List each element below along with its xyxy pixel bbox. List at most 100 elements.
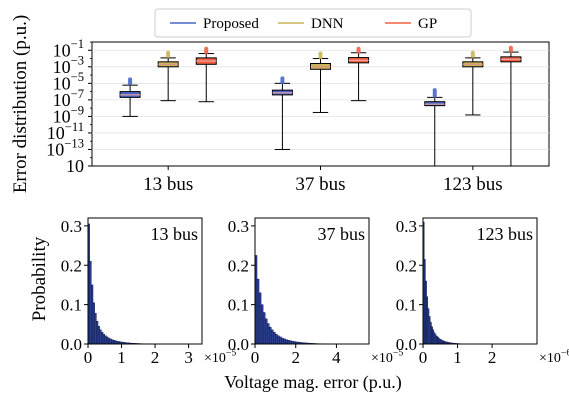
histogram-bar	[106, 336, 109, 345]
legend-label-gp: GP	[418, 16, 437, 32]
histogram-x-offset-label-exponent: −5	[226, 348, 237, 359]
histogram-bar	[91, 284, 94, 345]
box-x-tick-label: 37 bus	[295, 174, 345, 195]
box-plot-x-ticks: 13 bus 37 bus 123 bus	[143, 166, 503, 195]
histogram-bar	[283, 338, 286, 345]
box-proposed-1	[271, 76, 293, 150]
box-y-tick-label-base: 10	[53, 57, 71, 77]
histogram-x-tick-label: 2	[291, 348, 300, 367]
histogram-y-tick-label: 0.0	[228, 335, 249, 354]
histogram-y-label: Probability	[29, 236, 50, 321]
histogram-bar	[281, 337, 284, 345]
box-y-tick-label-exponent: −7	[71, 87, 84, 101]
box-y-tick-label-exponent: −5	[71, 70, 84, 84]
histogram-panel-2: 0.0 0.1 0.2 0.3 0 1 2 ×10−6 123 bus	[396, 217, 569, 367]
histogram-bar	[112, 340, 116, 345]
histogram-y-tick-label: 0.3	[228, 217, 249, 236]
box-y-tick-label: 10−3	[53, 54, 84, 77]
legend-label-proposed: Proposed	[203, 16, 259, 32]
histogram-bars	[254, 255, 333, 345]
histogram-x-offset-label-exponent: −6	[561, 348, 569, 359]
box-y-tick-label: 10−11	[47, 120, 84, 143]
box-y-tick-label-exponent: −1	[71, 37, 84, 51]
histogram-y-tick-label: 0.1	[61, 296, 82, 315]
histogram-x-tick-label: 2	[151, 348, 160, 367]
histogram-bar	[109, 338, 112, 345]
histogram-x-offset-label: ×10−6	[539, 348, 569, 366]
histogram-bar	[285, 339, 288, 345]
box-y-tick-label-base: 10	[66, 156, 84, 176]
box-y-tick-label-exponent: −3	[71, 54, 84, 68]
histogram-y-tick-label: 0.3	[396, 217, 417, 236]
histogram-panel-title: 123 bus	[476, 224, 533, 244]
box-y-tick-label-base: 10	[53, 40, 71, 60]
histogram-x-offset-label-exponent: −5	[393, 348, 404, 359]
histogram-bar	[279, 336, 282, 345]
histogram-bars	[87, 223, 159, 345]
histogram-panel-title: 13 bus	[150, 224, 198, 244]
histogram-bar	[92, 302, 95, 345]
histogram-bar	[256, 278, 260, 345]
histogram-frame	[422, 217, 538, 345]
box-y-tick-label: 10−9	[53, 103, 84, 126]
histogram-y-tick-label: 0.0	[61, 335, 82, 354]
histogram-x-tick-label: 0	[84, 348, 93, 367]
histogram-bar	[102, 333, 105, 345]
histogram-x-offset-label-base: ×10	[371, 351, 393, 366]
histogram-panel-title: 37 bus	[317, 224, 365, 244]
histogram-bar	[258, 292, 262, 345]
box-x-tick-label: 123 bus	[443, 174, 503, 195]
box-y-tick-label: 10−1	[53, 37, 84, 60]
histogram-bar	[264, 318, 268, 345]
histogram-bar	[275, 333, 278, 345]
box-y-tick-label: 10−5	[53, 70, 84, 93]
box-x-tick-label: 13 bus	[143, 174, 193, 195]
histogram-bar	[104, 335, 107, 345]
histogram-x-tick-label: 0	[251, 348, 260, 367]
histogram-bar	[89, 261, 92, 345]
box-y-tick-label-base: 10	[53, 90, 71, 110]
box-dnn-1	[310, 51, 331, 113]
histogram-bar	[271, 329, 274, 345]
histogram-x-tick-label: 2	[488, 348, 497, 367]
box-plot-marks	[119, 45, 522, 167]
histogram-bar	[101, 331, 104, 345]
histogram-x-offset-label-base: ×10	[539, 351, 561, 366]
histogram-y-tick-label: 0.2	[61, 256, 82, 275]
histogram-bar	[107, 337, 110, 345]
histogram-y-tick-label: 0.1	[228, 296, 249, 315]
legend-frame	[154, 8, 472, 38]
box-y-tick-label-base: 10	[47, 123, 65, 143]
histogram-y-tick-label: 0.3	[61, 217, 82, 236]
histogram-x-tick-label: 1	[453, 348, 462, 367]
box-y-tick-label-exponent: −9	[71, 103, 84, 117]
histogram-bar	[273, 331, 276, 345]
box-y-tick-label-base: 10	[46, 139, 64, 159]
histogram-bar	[97, 326, 100, 345]
histogram-bars	[422, 221, 471, 345]
box-y-tick-label-base: 10	[53, 73, 71, 93]
histogram-panel-1: 0.00.10.20.30 2 4 ×10−537 bus	[228, 217, 404, 367]
histogram-bar	[262, 312, 266, 345]
histogram-bar	[269, 326, 272, 345]
histogram-y-tick-label: 0.0	[396, 335, 417, 354]
legend: Proposed DNN GP	[154, 8, 472, 38]
box-dnn-2	[462, 50, 484, 116]
box-y-tick-label-exponent: −13	[64, 136, 84, 150]
histogram-x-tick-label: 4	[332, 348, 341, 367]
histogram-bar	[260, 304, 264, 345]
histogram-y-tick-label: 0.1	[396, 296, 417, 315]
histogram-bar	[99, 329, 102, 345]
box-gp-0	[195, 46, 217, 103]
histogram-x-offset-label: ×10−5	[204, 348, 236, 366]
histogram-x-tick-label: 3	[184, 348, 193, 367]
legend-label-dnn: DNN	[311, 16, 344, 32]
histogram-bar	[94, 313, 97, 345]
box-gp-1	[348, 46, 370, 102]
histogram-bar	[287, 340, 290, 345]
histogram-x-offset-label-base: ×10	[204, 351, 226, 366]
histogram-panel-0: 0.0 0.1 0.2 0.3 0 1 2 3 ×10−5 13 bus	[61, 217, 237, 367]
